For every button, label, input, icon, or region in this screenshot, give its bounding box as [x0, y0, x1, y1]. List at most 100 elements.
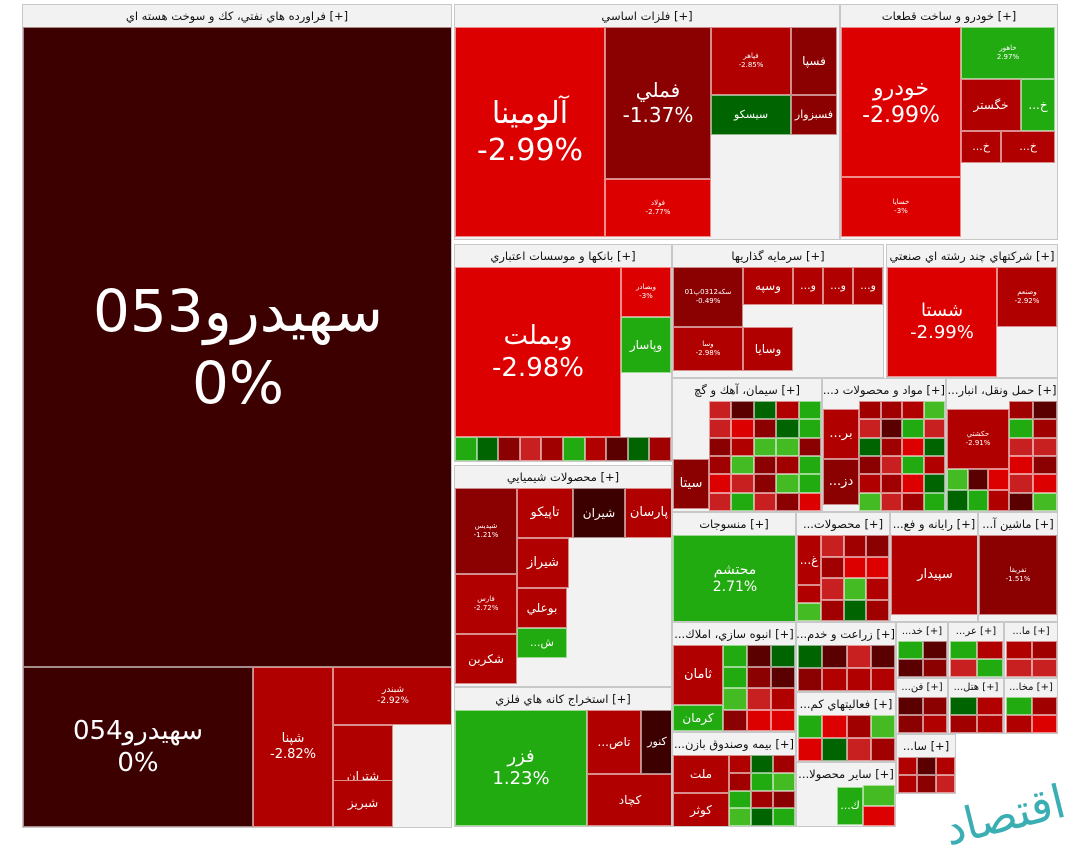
sector-title[interactable]: [+] بيمه وصندوق بازن... [673, 737, 795, 751]
sector-title[interactable]: [+] ماشين آ... [982, 517, 1054, 531]
small-stock-tile[interactable] [976, 641, 1003, 659]
stock-tile[interactable]: شپديس -1.21% [455, 488, 517, 574]
small-stock-tile[interactable] [476, 437, 499, 461]
small-stock-tile[interactable] [723, 709, 747, 731]
sector-box[interactable]: [+] رايانه و فع... سپيدار [890, 512, 978, 622]
small-stock-tile[interactable] [880, 437, 902, 456]
stock-tile[interactable]: فزر 1.23% [455, 710, 587, 826]
small-stock-tile[interactable] [771, 645, 795, 667]
stock-tile[interactable]: وصنعم -2.92% [997, 267, 1057, 327]
small-stock-tile[interactable] [753, 437, 777, 456]
stock-tile[interactable]: سيسكو [711, 95, 791, 135]
small-stock-tile[interactable] [731, 456, 754, 475]
sector-box[interactable]: [+] ما... [1004, 622, 1058, 678]
stock-tile[interactable]: سيتا [673, 459, 709, 509]
small-stock-tile[interactable] [709, 437, 732, 456]
stock-tile[interactable]: محتشم 2.71% [673, 535, 795, 621]
small-stock-tile[interactable] [880, 401, 902, 420]
small-stock-tile[interactable] [976, 659, 1003, 677]
small-stock-tile[interactable] [519, 437, 542, 461]
small-stock-tile[interactable] [747, 709, 771, 731]
small-stock-tile[interactable] [729, 755, 751, 773]
sector-box[interactable]: [+] منسوجات محتشم 2.71% [672, 512, 796, 622]
small-stock-tile[interactable] [771, 709, 795, 731]
stock-tile[interactable]: و... [793, 267, 823, 305]
small-stock-tile[interactable] [776, 419, 799, 438]
small-stock-tile[interactable] [1009, 401, 1033, 420]
small-stock-tile[interactable] [870, 738, 895, 761]
small-stock-tile[interactable] [797, 603, 821, 621]
small-stock-tile[interactable] [753, 456, 777, 475]
sector-box[interactable]: [+] هتل... [948, 678, 1004, 734]
sector-box[interactable]: [+] خودرو و ساخت قطعات خودرو -2.99% خسايا -3… [840, 4, 1058, 240]
small-stock-tile[interactable] [747, 688, 771, 710]
small-stock-tile[interactable] [1033, 419, 1057, 438]
small-stock-tile[interactable] [773, 772, 795, 791]
small-stock-tile[interactable] [776, 492, 799, 511]
sector-title[interactable]: [+] هتل... [953, 682, 999, 693]
stock-tile[interactable]: غ... [797, 535, 821, 585]
small-stock-tile[interactable] [563, 437, 585, 461]
small-stock-tile[interactable] [976, 715, 1003, 733]
small-stock-tile[interactable] [1031, 715, 1057, 733]
stock-tile[interactable]: خگستر [961, 79, 1021, 131]
stock-tile[interactable]: دز... [823, 459, 859, 505]
small-stock-tile[interactable] [709, 474, 732, 493]
small-stock-tile[interactable] [880, 419, 902, 438]
small-stock-tile[interactable] [541, 437, 563, 461]
small-stock-tile[interactable] [753, 474, 777, 493]
small-stock-tile[interactable] [731, 419, 754, 438]
small-stock-tile[interactable] [923, 401, 945, 420]
stock-tile[interactable]: وسپه [743, 267, 793, 305]
small-stock-tile[interactable] [880, 492, 902, 511]
small-stock-tile[interactable] [798, 715, 823, 738]
small-stock-tile[interactable] [822, 645, 847, 668]
small-stock-tile[interactable] [1009, 419, 1033, 438]
sector-title[interactable]: [+] محصولات... [802, 517, 884, 531]
small-stock-tile[interactable] [776, 456, 799, 475]
small-stock-tile[interactable] [859, 419, 881, 438]
small-stock-tile[interactable] [917, 775, 936, 793]
small-stock-tile[interactable] [731, 492, 754, 511]
small-stock-tile[interactable] [1033, 492, 1057, 511]
small-stock-tile[interactable] [922, 715, 947, 733]
stock-tile[interactable]: ك... [837, 787, 863, 825]
small-stock-tile[interactable] [649, 437, 671, 461]
small-stock-tile[interactable] [709, 401, 732, 420]
small-stock-tile[interactable] [922, 697, 947, 715]
small-stock-tile[interactable] [863, 785, 895, 806]
sector-title[interactable]: [+] سا... [902, 739, 950, 753]
small-stock-tile[interactable] [731, 401, 754, 420]
small-stock-tile[interactable] [751, 755, 773, 773]
sector-title[interactable]: [+] حمل ونقل، انبار... [947, 383, 1057, 397]
small-stock-tile[interactable] [751, 772, 773, 791]
stock-tile[interactable]: خ... [1021, 79, 1055, 131]
small-stock-tile[interactable] [922, 641, 947, 659]
sector-title[interactable]: [+] مواد و محصولات د... [823, 383, 945, 397]
small-stock-tile[interactable] [947, 490, 968, 511]
small-stock-tile[interactable] [606, 437, 628, 461]
small-stock-tile[interactable] [898, 757, 917, 775]
small-stock-tile[interactable] [627, 437, 650, 461]
stock-tile[interactable]: تفريقا -1.51% [979, 535, 1057, 615]
small-stock-tile[interactable] [846, 668, 871, 691]
small-stock-tile[interactable] [1033, 456, 1057, 475]
sector-box[interactable]: [+] محصولات... غ... [796, 512, 890, 622]
small-stock-tile[interactable] [731, 474, 754, 493]
small-stock-tile[interactable] [1006, 697, 1032, 715]
stock-tile[interactable]: خاهور 2.97% [961, 27, 1055, 79]
small-stock-tile[interactable] [923, 474, 945, 493]
small-stock-tile[interactable] [821, 578, 844, 600]
small-stock-tile[interactable] [917, 757, 936, 775]
stock-tile[interactable]: سكه0312پ01 -0.49% [673, 267, 743, 327]
small-stock-tile[interactable] [859, 492, 881, 511]
small-stock-tile[interactable] [988, 490, 1009, 511]
stock-tile[interactable]: شيران [573, 488, 625, 538]
small-stock-tile[interactable] [902, 492, 924, 511]
sector-title[interactable]: [+] فعاليتهاي كم... [799, 697, 893, 711]
stock-tile[interactable]: ش... [517, 628, 567, 658]
small-stock-tile[interactable] [843, 556, 867, 578]
small-stock-tile[interactable] [821, 556, 844, 578]
small-stock-tile[interactable] [723, 645, 747, 667]
small-stock-tile[interactable] [798, 474, 821, 493]
